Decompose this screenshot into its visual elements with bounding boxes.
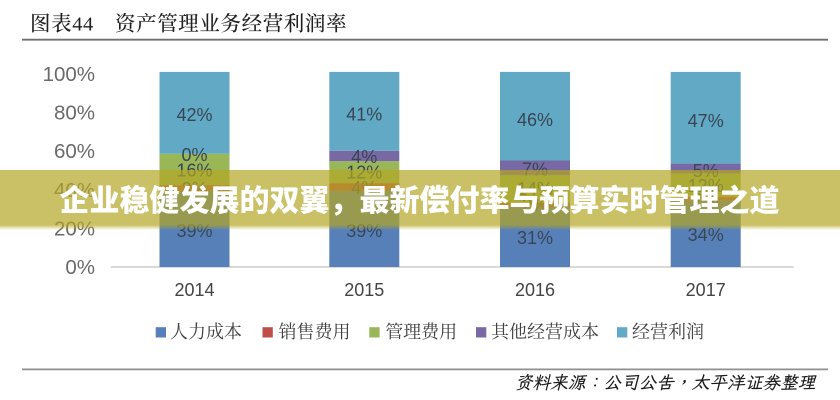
svg-text:4%: 4% [351, 147, 377, 167]
svg-text:图表44 资产管理业务经营利润率: 图表44 资产管理业务经营利润率 [30, 12, 347, 36]
svg-text:42%: 42% [176, 105, 212, 125]
svg-text:人力成本: 人力成本 [170, 322, 242, 342]
svg-text:100%: 100% [43, 63, 95, 86]
svg-text:2016: 2016 [515, 280, 555, 300]
svg-text:60%: 60% [54, 140, 95, 163]
svg-text:46%: 46% [517, 110, 553, 130]
svg-text:2014: 2014 [174, 280, 214, 300]
svg-text:资料来源：公司公告，太平洋证券整理: 资料来源：公司公告，太平洋证券整理 [515, 373, 817, 393]
svg-text:0%: 0% [181, 145, 207, 165]
svg-text:其他经营成本: 其他经营成本 [491, 322, 599, 342]
svg-text:经营利润: 经营利润 [632, 322, 704, 342]
svg-text:80%: 80% [54, 102, 95, 125]
svg-text:0%: 0% [65, 256, 95, 279]
svg-text:47%: 47% [688, 111, 724, 131]
svg-text:销售费用: 销售费用 [279, 322, 351, 342]
svg-text:31%: 31% [517, 228, 553, 248]
svg-text:2017: 2017 [686, 280, 726, 300]
svg-text:2015: 2015 [344, 280, 384, 300]
svg-text:41%: 41% [346, 104, 382, 124]
svg-text:管理费用: 管理费用 [385, 322, 457, 342]
svg-text:企业稳健发展的双翼，最新偿付率与预算实时管理之道: 企业稳健发展的双翼，最新偿付率与预算实时管理之道 [60, 176, 780, 220]
